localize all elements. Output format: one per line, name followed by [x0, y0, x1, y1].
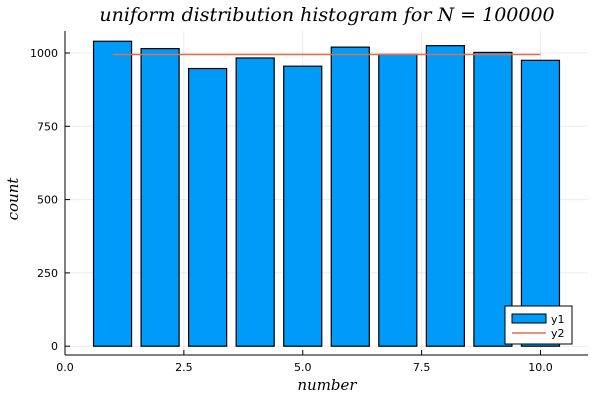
- bar-4: [235, 57, 275, 347]
- y-tick-label-2: 500: [37, 194, 58, 207]
- bar-5: [283, 65, 323, 347]
- y-tick-label-3: 750: [37, 120, 58, 133]
- bar-6: [330, 46, 370, 347]
- bar-8: [425, 45, 465, 347]
- bar-7: [378, 53, 418, 347]
- x-axis-label: number: [297, 376, 357, 394]
- axes: [64, 31, 588, 356]
- y-axis-ticks: 0 250 500 750 1000: [30, 47, 70, 353]
- x-tick-label-1: 2.5: [175, 361, 193, 374]
- y-tick-label-4: 1000: [30, 47, 58, 60]
- y-axis-label: count: [4, 177, 22, 221]
- legend: y1 y2: [504, 305, 573, 345]
- x-tick-label-0: 0.0: [56, 361, 74, 374]
- y-tick-label-0: 0: [51, 340, 58, 353]
- bar-9: [473, 51, 513, 347]
- bars-y1: [92, 40, 561, 347]
- bar-2: [140, 47, 180, 347]
- chart-title: uniform distribution histogram for N = 1…: [99, 4, 554, 26]
- x-axis-ticks: 0.0 2.5 5.0 7.5 10.0: [56, 350, 553, 374]
- bar-10: [520, 59, 561, 347]
- legend-label-y2: y2: [551, 327, 565, 340]
- legend-swatch-y1: [511, 313, 547, 324]
- bar-1: [92, 40, 133, 347]
- legend-box: [504, 305, 573, 345]
- legend-label-y1: y1: [551, 313, 565, 326]
- y-tick-label-1: 250: [37, 267, 58, 280]
- x-tick-label-4: 10.0: [528, 361, 553, 374]
- bar-3: [188, 67, 228, 347]
- x-tick-label-3: 7.5: [413, 361, 431, 374]
- x-tick-label-2: 5.0: [294, 361, 312, 374]
